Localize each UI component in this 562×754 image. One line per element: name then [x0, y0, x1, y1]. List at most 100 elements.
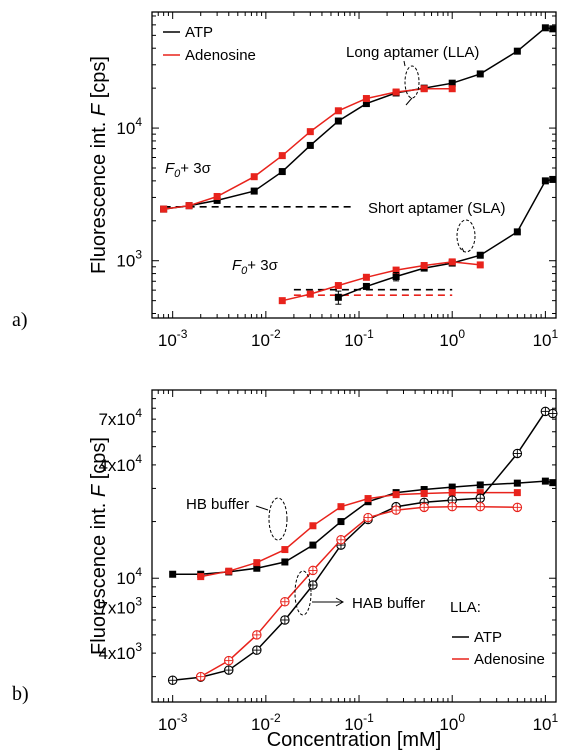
y-tick-base: 10 — [116, 119, 135, 138]
plot-frame — [151, 389, 557, 703]
x-tick-exp: -3 — [177, 711, 188, 725]
x-tick-base: 10 — [158, 331, 177, 350]
data-point — [213, 196, 221, 204]
y-axis-label-var: F — [88, 102, 110, 116]
annotation-pointer-hb — [255, 505, 269, 511]
data-point — [420, 85, 428, 93]
y-tick-label: 103 — [116, 248, 142, 271]
legend-label: ATP — [185, 24, 213, 41]
x-tick-base: 10 — [251, 715, 270, 734]
data-point — [475, 501, 486, 512]
y-tick-label: 7x104 — [98, 406, 142, 429]
x-tick-base: 10 — [439, 331, 458, 350]
series-line — [338, 178, 553, 298]
data-point — [392, 88, 400, 96]
data-point — [392, 266, 400, 274]
x-tick-exp: 0 — [458, 327, 465, 341]
y-tick-exp: 3 — [135, 640, 142, 654]
y-axis-label-unit: [cps] — [88, 56, 110, 104]
y-tick-base: 4x10 — [98, 644, 135, 663]
x-tick-label: 10-3 — [158, 711, 188, 734]
data-point — [549, 25, 557, 33]
annotation-hab-buffer: HAB buffer — [352, 595, 425, 612]
x-tick-base: 10 — [344, 331, 363, 350]
y-axis-label-var: F — [88, 483, 110, 497]
annotation-hb-buffer: HB buffer — [186, 496, 249, 513]
x-tick-base: 10 — [344, 715, 363, 734]
data-point — [309, 522, 317, 530]
x-tick-base: 10 — [251, 331, 270, 350]
data-point — [224, 655, 234, 666]
data-point — [362, 95, 370, 103]
data-point — [278, 168, 286, 176]
data-point — [541, 177, 549, 185]
y-tick-label: 104 — [116, 565, 142, 588]
data-point — [476, 489, 484, 497]
data-point — [308, 565, 318, 576]
threshold-var: F — [165, 160, 175, 177]
y-tick-base: 7x10 — [98, 598, 135, 617]
data-point — [281, 558, 289, 566]
data-point — [420, 486, 428, 494]
data-point — [541, 24, 549, 32]
data-point — [213, 192, 221, 200]
threshold-rest: + 3σ — [180, 160, 211, 177]
x-tick-label: 10-1 — [344, 711, 374, 734]
legend-label: Adenosine — [474, 651, 545, 668]
x-tick-exp: 1 — [552, 711, 559, 725]
data-point — [281, 546, 289, 554]
x-tick-exp: -2 — [270, 327, 281, 341]
data-point — [337, 518, 345, 526]
data-point — [337, 503, 345, 511]
data-point — [225, 567, 233, 575]
data-point — [195, 671, 206, 682]
series-line — [282, 261, 481, 302]
annotation-arrowhead-hab — [335, 597, 345, 607]
x-axis-label: Concentration [mM] — [267, 729, 442, 751]
data-point — [447, 495, 457, 505]
plot-frame — [151, 11, 557, 319]
threshold-var: F — [232, 257, 242, 274]
data-point — [362, 273, 370, 281]
y-tick-exp: 4 — [135, 115, 142, 129]
legend-label: Adenosine — [185, 47, 256, 64]
data-point — [476, 481, 484, 489]
y-tick-base: 10 — [116, 252, 135, 271]
annotation-ellipse-hab — [294, 570, 312, 616]
annotation-pointer-long-2 — [403, 60, 406, 67]
y-tick-base: 10 — [116, 569, 135, 588]
threshold-sub: 0 — [241, 265, 248, 277]
x-tick-label: 100 — [439, 327, 465, 350]
data-point — [448, 489, 456, 497]
data-point — [549, 175, 557, 183]
data-point — [512, 448, 523, 459]
data-point — [197, 573, 205, 581]
data-point — [420, 489, 428, 497]
x-tick-base: 10 — [533, 331, 552, 350]
data-point — [185, 202, 193, 210]
data-point — [448, 79, 456, 87]
data-point — [362, 282, 370, 290]
x-tick-base: 10 — [533, 715, 552, 734]
data-point — [334, 107, 342, 115]
data-point — [278, 152, 286, 160]
data-point — [336, 535, 346, 545]
x-tick-label: 10-1 — [344, 327, 374, 350]
data-point — [420, 262, 428, 270]
data-point — [448, 85, 456, 93]
x-tick-base: 10 — [158, 715, 177, 734]
data-point — [306, 290, 314, 298]
data-point — [334, 282, 342, 290]
panel-b: 10-3 10-2 10-1 100 1014x1037x1031044x1047x10… — [12, 389, 559, 751]
data-point — [334, 117, 342, 125]
y-axis-label-unit: [cps] — [88, 437, 110, 485]
data-point — [278, 297, 286, 305]
data-point — [447, 501, 457, 512]
y-tick-exp: 4 — [135, 452, 142, 466]
annotation-pointer-short — [461, 247, 465, 253]
data-point — [364, 495, 372, 503]
data-point — [160, 205, 168, 213]
data-point — [306, 141, 314, 149]
annotation-short-aptamer: Short aptamer (SLA) — [368, 200, 506, 217]
y-tick-label: 4x103 — [98, 640, 142, 663]
